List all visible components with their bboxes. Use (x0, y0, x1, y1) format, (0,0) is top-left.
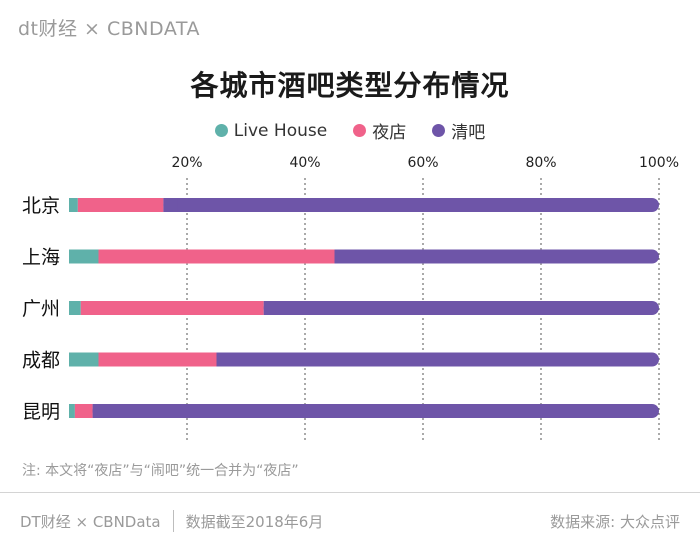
bar-segment (263, 301, 278, 315)
bar-segment (69, 301, 81, 315)
bar-segment (92, 404, 660, 418)
legend-swatch-bar (432, 124, 446, 137)
chart-title: 各城市酒吧类型分布情况 (190, 69, 510, 102)
category-label: 上海 (22, 247, 60, 269)
bar-segment (334, 249, 349, 264)
bar-segment (216, 352, 659, 367)
bar-segment (98, 249, 335, 264)
chart-note: 注: 本文将“夜店”与“闹吧”统一合并为“夜店” (22, 463, 299, 479)
bar-segment (216, 352, 231, 367)
legend-swatch-nightclub (353, 124, 367, 137)
category-label: 昆明 (22, 401, 60, 423)
category-label: 北京 (22, 195, 60, 217)
category-label: 成都 (22, 350, 60, 372)
category-label: 广州 (22, 298, 60, 320)
bar-segment (80, 301, 264, 315)
legend-swatch-livehouse (214, 124, 228, 137)
x-tick-label: 100% (639, 155, 679, 171)
legend-label-bar: 清吧 (451, 123, 486, 143)
bar-segment (69, 249, 99, 264)
bar-segment (163, 198, 178, 212)
x-tick-label: 60% (407, 155, 438, 171)
legend-item-nightclub: 夜店 (353, 118, 406, 143)
bar-segment (77, 198, 164, 212)
legend-label-nightclub: 夜店 (372, 123, 407, 143)
brand-logo: dt财经 × CBNDATA (18, 18, 200, 40)
bar-segment (69, 198, 78, 212)
legend-item-bar: 清吧 (432, 118, 485, 143)
legend-label-livehouse: Live House (233, 120, 328, 141)
legend-item-livehouse: Live House (214, 118, 328, 143)
bar-segment (98, 352, 217, 367)
footer-source: 数据来源: 大众点评 (550, 512, 680, 531)
x-tick-label: 20% (171, 155, 202, 171)
x-tick-label: 80% (525, 155, 556, 171)
footer-separator (172, 510, 174, 532)
footer-date: 数据截至2018年6月 (185, 512, 324, 531)
bar-segment (69, 352, 99, 367)
bar-segment (92, 404, 107, 418)
bar-segment (163, 198, 659, 212)
x-tick-label: 40% (289, 155, 320, 171)
footer: DT财经 × CBNData 数据截至2018年6月 数据来源: 大众点评 (20, 510, 680, 532)
chart-legend: Live House 夜店 清吧 (0, 118, 700, 143)
bar-segment (69, 404, 75, 418)
footer-divider (0, 492, 700, 493)
bar-segment (74, 404, 93, 418)
bar-segment (334, 249, 659, 264)
bar-segment (263, 301, 659, 315)
footer-brand: DT财经 × CBNData (20, 512, 161, 531)
